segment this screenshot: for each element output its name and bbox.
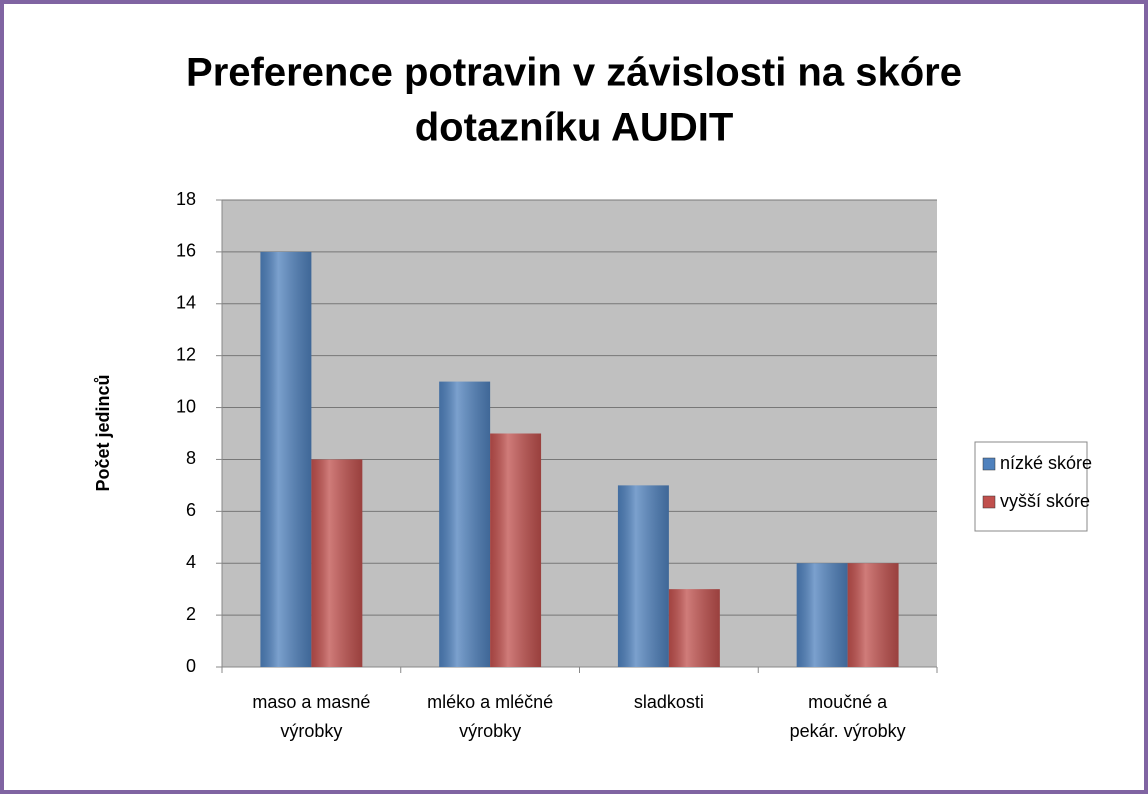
y-tick-label: 10 [176,396,196,416]
x-tick-label: výrobky [280,721,342,741]
bar-highlight [668,589,720,667]
bar-highlight [439,381,491,667]
y-tick-label: 0 [186,656,196,676]
legend-swatch [982,495,996,509]
y-tick-label: 18 [176,189,196,209]
x-tick-label: maso a masné [252,692,370,712]
y-tick-label: 12 [176,344,196,364]
legend-swatch [982,457,996,471]
chart-title: dotazníku AUDIT [415,106,734,150]
y-tick-label: 8 [186,448,196,468]
legend-label: nízké skóre [1000,453,1092,473]
y-tick-label: 14 [176,293,196,313]
x-tick-label: sladkosti [634,692,704,712]
bar-highlight [617,485,669,667]
bar-highlight [490,433,542,667]
y-tick-label: 2 [186,604,196,624]
x-tick-label: mléko a mléčné [427,692,553,712]
bar-highlight [260,251,312,667]
legend-label: vyšší skóre [1000,491,1090,511]
y-tick-label: 6 [186,500,196,520]
chart-title: Preference potravin v závislosti na skór… [186,51,962,95]
y-tick-label: 16 [176,241,196,261]
legend-box [974,441,1088,532]
y-tick-label: 4 [186,552,196,572]
x-tick-label: výrobky [459,721,521,741]
bar-highlight [796,563,848,667]
bar-highlight [311,459,363,667]
bar-highlight [847,563,899,667]
x-tick-label: pekár. výrobky [790,721,906,741]
y-axis-label: Počet jedinců [93,374,113,491]
x-tick-label: moučné a [808,692,888,712]
